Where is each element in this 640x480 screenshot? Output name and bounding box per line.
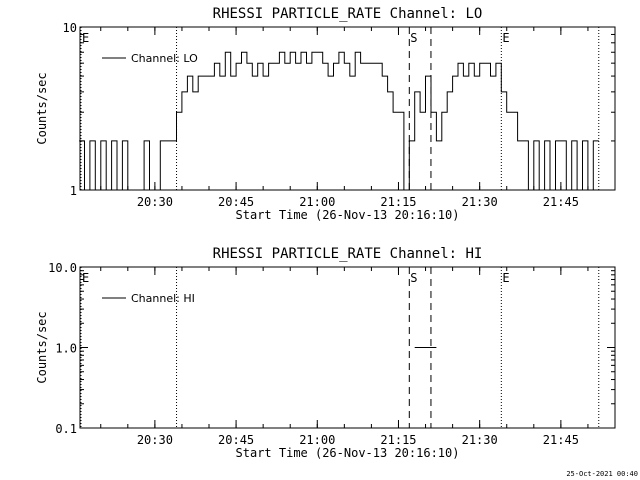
x-tick-label: 21:15 — [380, 433, 416, 447]
event-marker-label: E — [82, 271, 89, 285]
x-axis-label: Start Time (26-Nov-13 20:16:10) — [236, 446, 460, 460]
x-axis-label: Start Time (26-Nov-13 20:16:10) — [236, 208, 460, 222]
y-tick-label: 10 — [63, 21, 77, 35]
y-axis-label: Counts/sec — [35, 311, 49, 383]
x-tick-label: 20:30 — [137, 433, 173, 447]
x-tick-label: 21:30 — [462, 195, 498, 209]
event-marker-label: E — [502, 271, 509, 285]
x-tick-label: 21:00 — [299, 195, 335, 209]
x-tick-label: 21:15 — [380, 195, 416, 209]
y-tick-label: 1 — [70, 184, 77, 198]
legend-label: Channel: LO — [131, 52, 198, 65]
x-tick-label: 20:45 — [218, 195, 254, 209]
event-marker-label: E — [82, 31, 89, 45]
y-tick-label: 1.0 — [55, 342, 77, 356]
chart-title: RHESSI PARTICLE_RATE Channel: HI — [213, 246, 483, 262]
series-line — [79, 51, 599, 191]
event-marker-label: S — [410, 31, 417, 45]
legend-label: Channel: HI — [131, 292, 195, 305]
chart-title: RHESSI PARTICLE_RATE Channel: LO — [213, 6, 483, 22]
event-marker-label: S — [410, 271, 417, 285]
y-tick-label: 10.0 — [48, 261, 77, 275]
x-tick-label: 21:45 — [543, 195, 579, 209]
x-tick-label: 21:00 — [299, 433, 335, 447]
footer-date: 25-Oct-2021 00:40 — [566, 470, 638, 478]
x-tick-label: 21:45 — [543, 433, 579, 447]
y-axis-label: Counts/sec — [35, 72, 49, 144]
x-tick-label: 21:30 — [462, 433, 498, 447]
y-tick-label: 0.1 — [55, 422, 77, 436]
event-marker-label: E — [502, 31, 509, 45]
x-tick-label: 20:30 — [137, 195, 173, 209]
plot-frame — [79, 26, 616, 191]
x-tick-label: 20:45 — [218, 433, 254, 447]
